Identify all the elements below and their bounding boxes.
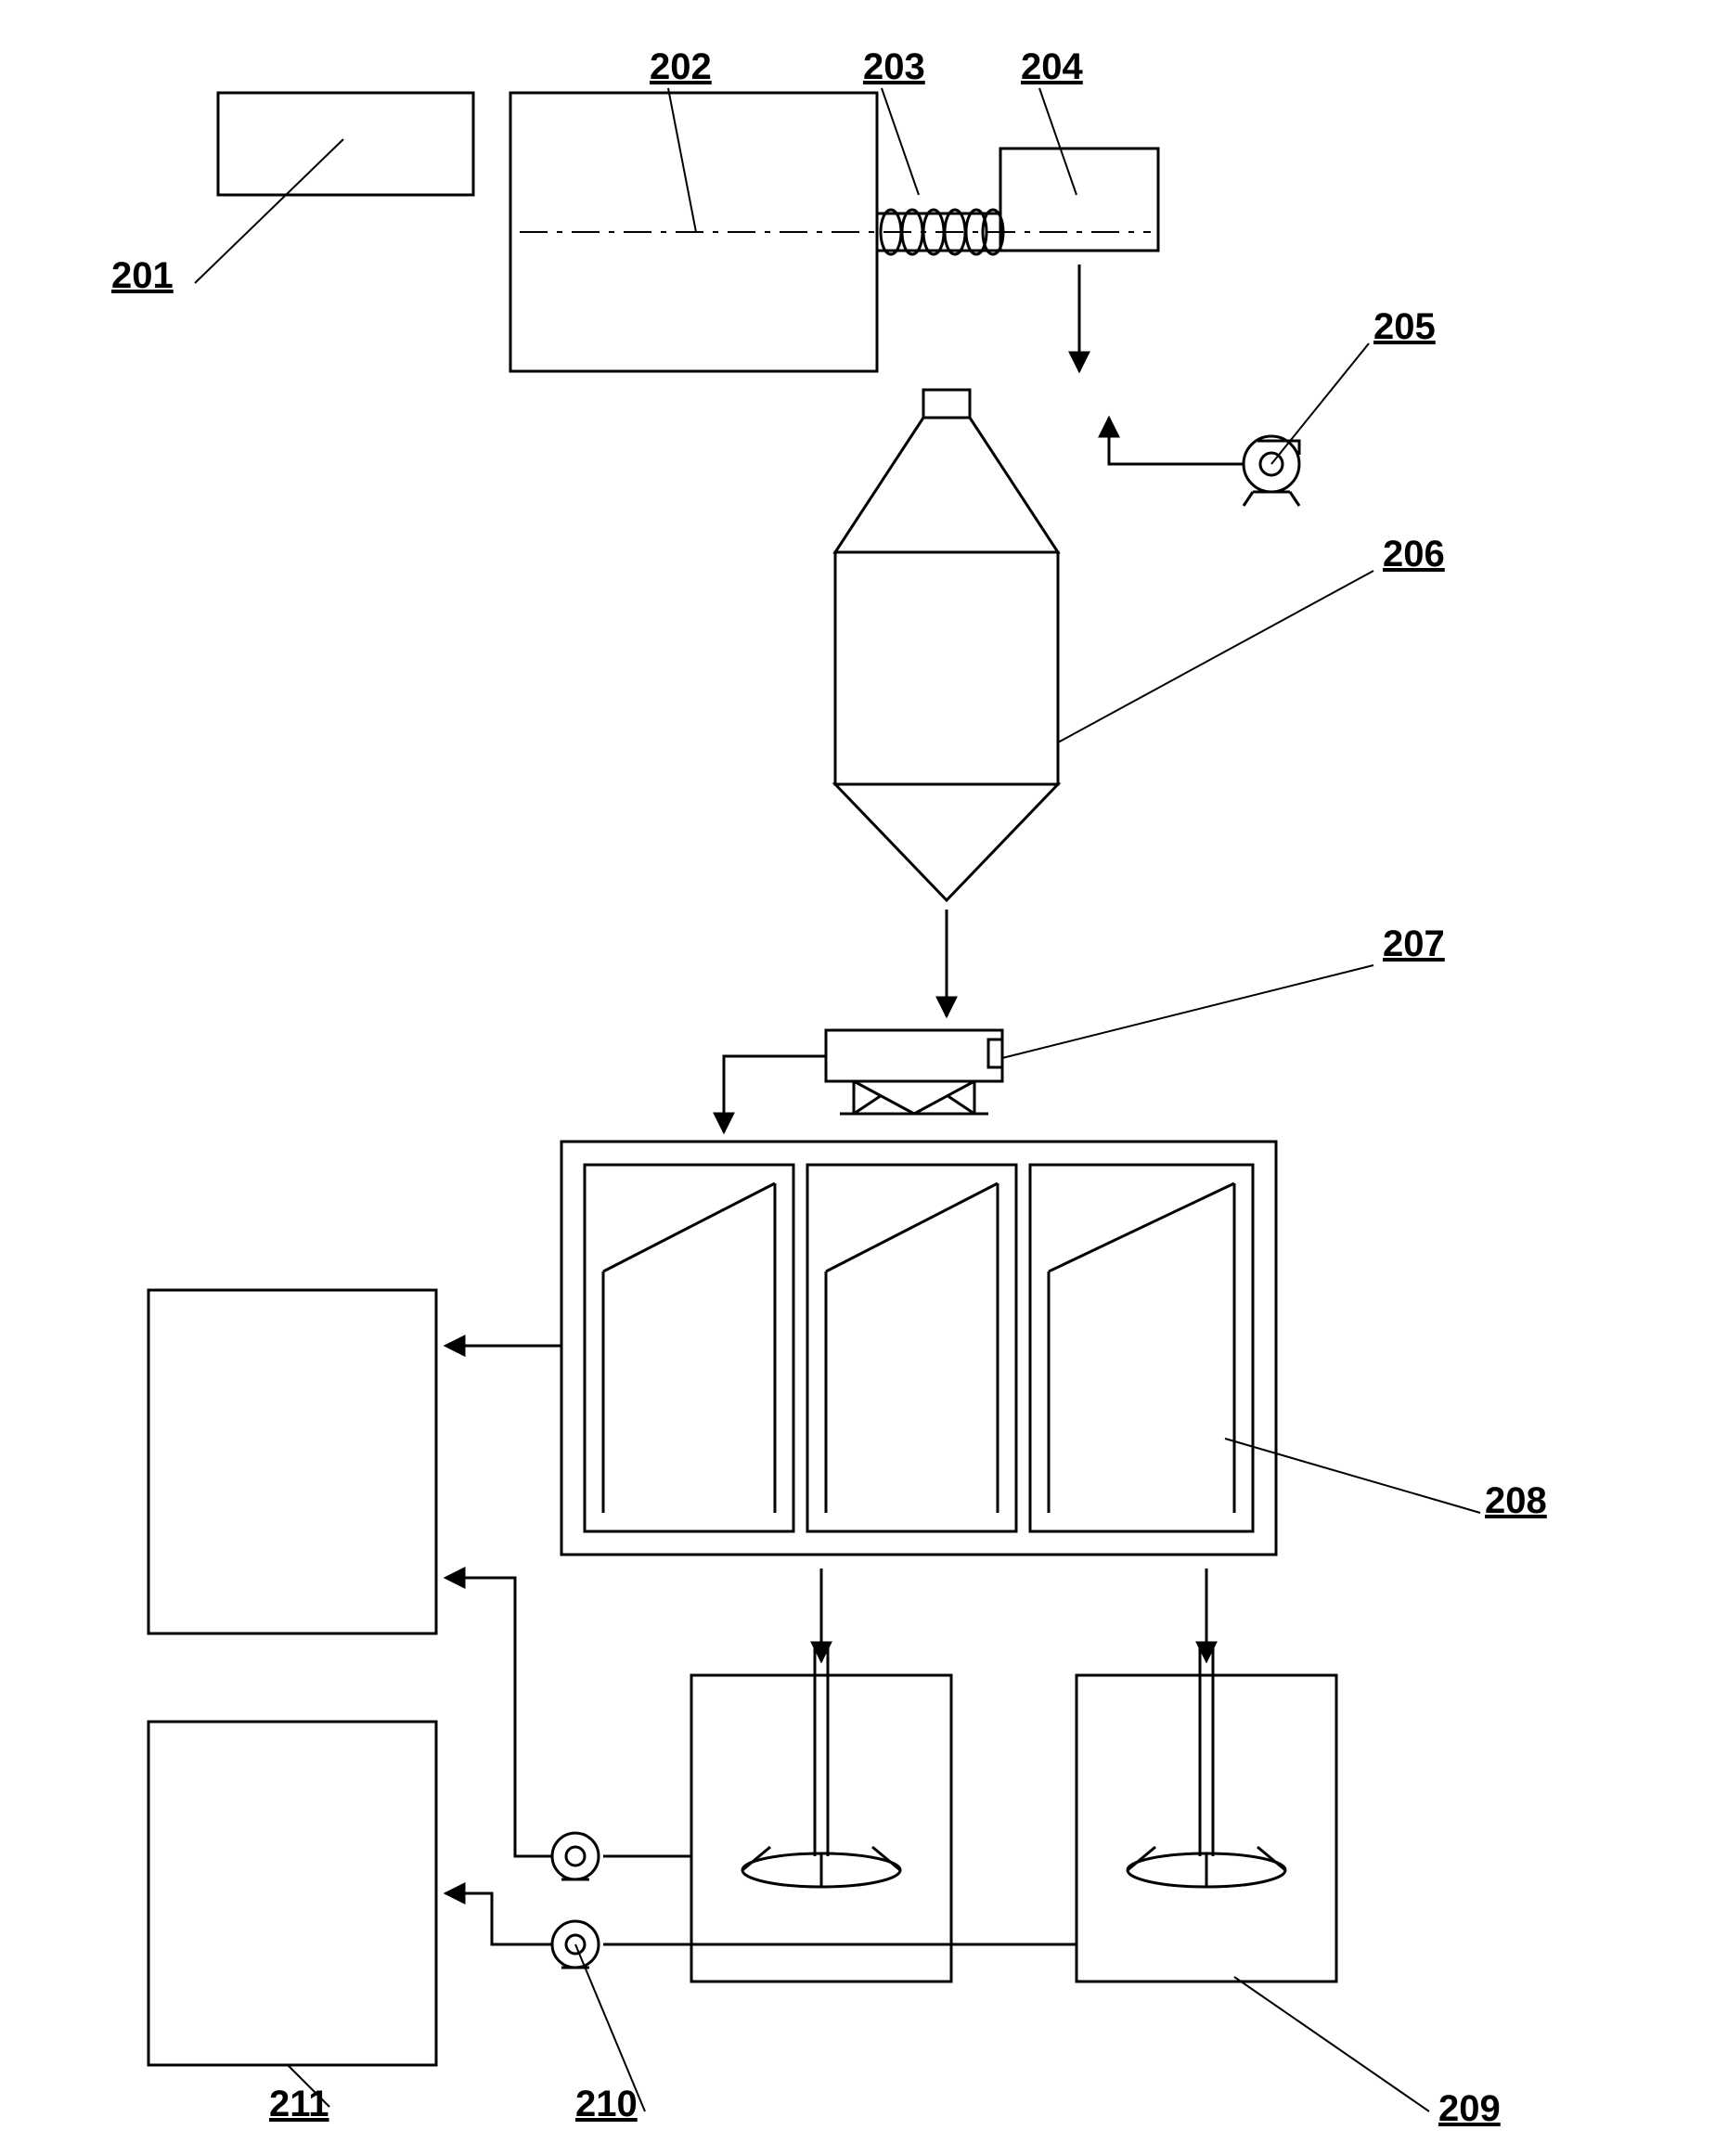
mixer-left (691, 1643, 951, 1982)
vessel-206 (835, 390, 1058, 900)
box-207 (826, 1030, 1002, 1114)
label-202: 202 (650, 46, 712, 87)
label-206: 206 (1383, 534, 1445, 575)
label-207: 207 (1383, 923, 1445, 964)
pump-upper (552, 1833, 599, 1879)
pipe-210-211 (445, 1893, 552, 1944)
box-201 (218, 93, 473, 195)
label-208: 208 (1485, 1480, 1547, 1521)
box-204 (1000, 148, 1158, 251)
component-208 (561, 1142, 1276, 1555)
label-209: 209 (1438, 2088, 1501, 2129)
label-201: 201 (111, 255, 174, 296)
label-211: 211 (269, 2084, 329, 2124)
box-211 (148, 1722, 436, 2065)
mixer-right-209 (1077, 1643, 1336, 1982)
leader-lines (195, 88, 1480, 2111)
label-203: 203 (863, 46, 925, 87)
label-210: 210 (575, 2084, 638, 2124)
pipe-pump-tlbox (445, 1578, 552, 1856)
label-204: 204 (1021, 46, 1083, 87)
arrow-207-208 (724, 1056, 826, 1132)
pump-205 (1244, 436, 1299, 506)
pipe-205 (1109, 418, 1244, 464)
box-unlabeled-tl (148, 1290, 436, 1633)
label-205: 205 (1373, 306, 1436, 347)
